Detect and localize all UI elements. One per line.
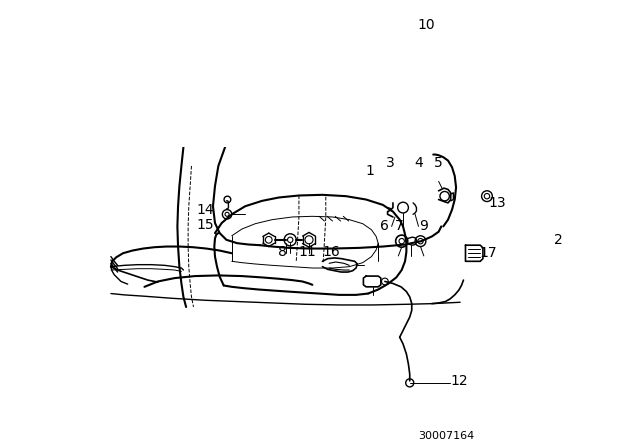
Text: 2: 2 — [554, 233, 563, 247]
Text: 1: 1 — [365, 164, 374, 178]
Text: 15: 15 — [196, 218, 214, 232]
Text: 8: 8 — [278, 245, 287, 259]
Text: 4: 4 — [414, 155, 423, 170]
Text: 3: 3 — [386, 155, 395, 170]
Text: 11: 11 — [299, 245, 317, 259]
Text: 14: 14 — [196, 202, 214, 216]
Text: 16: 16 — [323, 245, 340, 259]
Text: 9: 9 — [419, 220, 428, 233]
Text: 13: 13 — [489, 196, 506, 210]
Text: 10: 10 — [418, 18, 435, 32]
Text: 5: 5 — [435, 155, 443, 170]
Text: 30007164: 30007164 — [419, 431, 475, 441]
Text: 6: 6 — [380, 220, 389, 233]
Text: 7: 7 — [396, 220, 404, 233]
Text: 12: 12 — [450, 374, 468, 388]
Text: 17: 17 — [479, 246, 497, 260]
